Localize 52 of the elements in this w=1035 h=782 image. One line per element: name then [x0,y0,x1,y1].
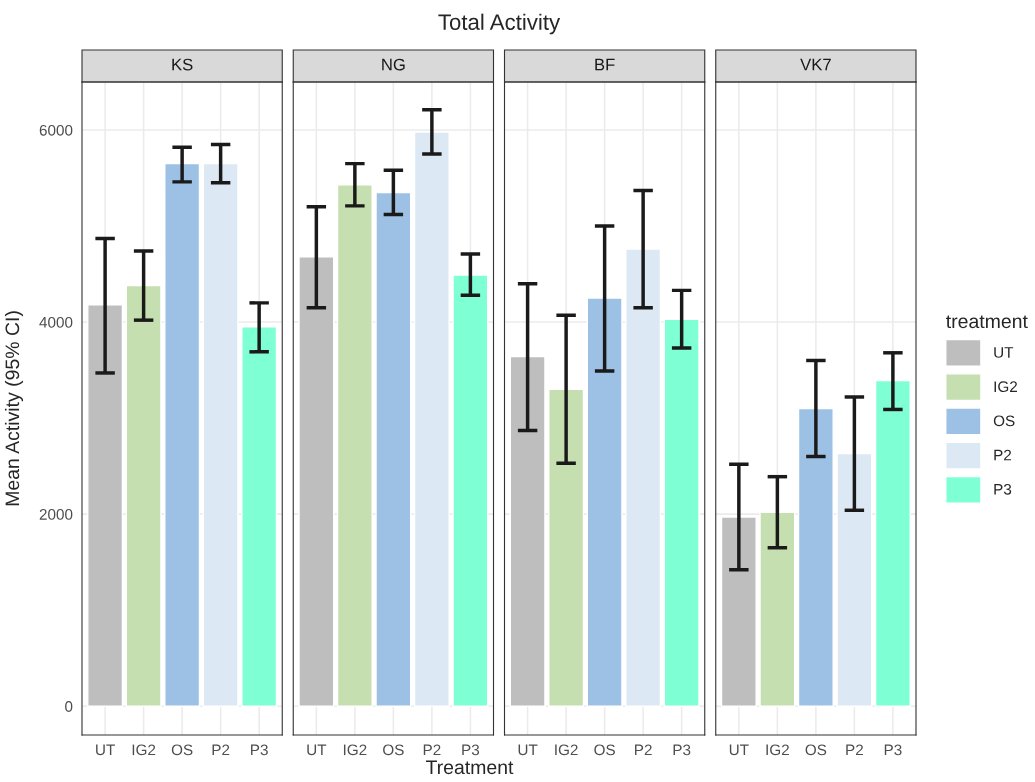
x-tick-label: P2 [212,744,230,756]
text: Total Activity [438,13,561,35]
bar [413,131,450,707]
bar [452,274,489,707]
x-tick-label: OS [594,744,615,756]
bar [509,355,546,707]
x-tick-label: UT [96,744,115,756]
bar [164,162,201,707]
x-tick-label: P2 [846,744,863,756]
chart-title: NG [382,58,405,71]
chart-title: VK7 [800,58,831,71]
x-tick-label: UT [729,744,749,756]
bar [375,191,412,707]
category-label: UT [994,347,1014,358]
category-label: P2 [994,449,1012,461]
legend-title: treatment [946,315,1028,329]
y-tick-label: 4000 [39,316,73,328]
x-tick-label: UT [307,744,327,756]
x-tick-label: P2 [423,744,441,756]
x-axis-title: Treatment [425,760,514,775]
x-tick-label: IG2 [766,744,789,756]
x-tick-label: IG2 [343,744,367,756]
x-tick-label: P2 [635,744,652,756]
chart-title: KS [172,58,193,71]
chart-title: BF [595,58,615,71]
x-tick-label: OS [805,744,827,756]
bar [625,248,662,707]
bar [125,284,162,707]
x-tick-label: UT [518,744,538,756]
bar [586,297,623,707]
y-tick-label: 2000 [39,509,73,520]
x-tick-label: P3 [884,744,902,756]
bar [298,256,335,707]
bar [336,184,373,707]
x-tick-label: OS [171,744,193,756]
category-label: IG2 [994,381,1017,393]
y-axis-title: Mean Activity (95% CI) [4,311,24,506]
x-tick-label: OS [383,744,404,756]
category-label: OS [993,415,1015,427]
bar [241,326,278,707]
y-tick-label: 0 [65,701,73,712]
y-tick-label: 6000 [39,124,73,136]
x-tick-label: P3 [251,744,268,756]
category-label: P3 [994,483,1012,495]
x-tick-label: P3 [462,744,480,756]
bar [202,162,239,707]
bar [87,304,124,707]
bar [548,388,585,707]
x-tick-label: IG2 [555,744,578,756]
x-tick-label: IG2 [132,744,156,756]
x-tick-label: P3 [673,744,691,756]
bar [663,318,700,707]
